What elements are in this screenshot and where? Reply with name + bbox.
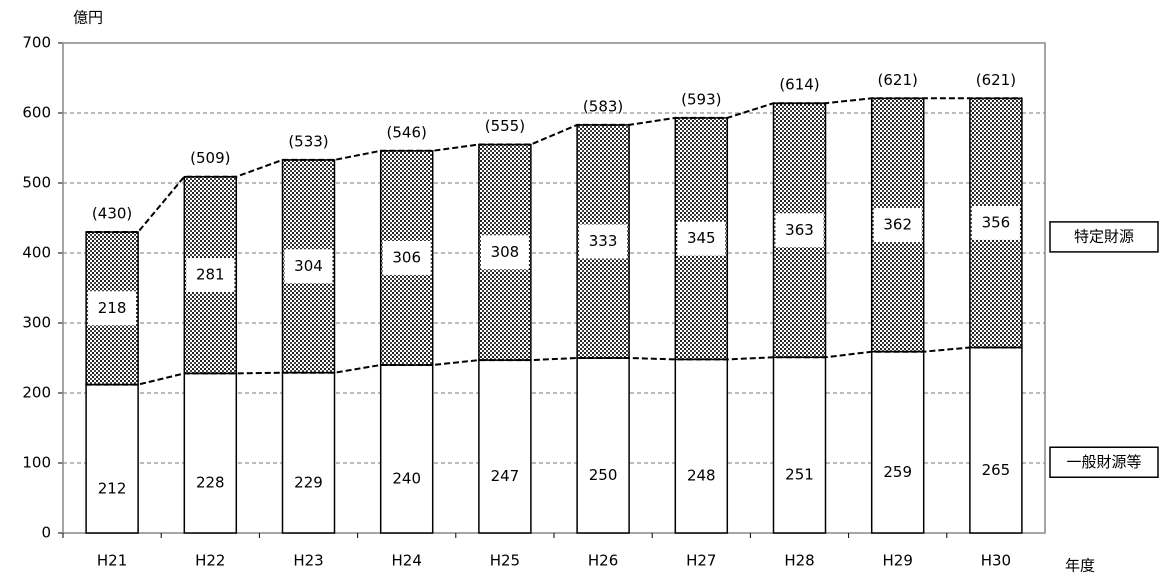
x-tick-label: H22	[195, 552, 225, 570]
total-label: (509)	[190, 149, 230, 167]
value-label-bg	[382, 462, 431, 496]
x-tick-label: H21	[97, 552, 127, 570]
bar-segment	[379, 364, 434, 534]
x-tick-label: H28	[784, 552, 814, 570]
value-label: 306	[392, 248, 421, 266]
x-axis-title: 年度	[1065, 557, 1095, 575]
value-label: 304	[294, 257, 323, 275]
value-label: 248	[687, 467, 716, 485]
legend-label: 一般財源等	[1066, 453, 1141, 471]
connector-line	[86, 346, 1022, 386]
value-label: 218	[98, 299, 127, 317]
total-label: (621)	[878, 71, 918, 89]
x-tick-label: H26	[588, 552, 618, 570]
x-tick-label: H27	[686, 552, 716, 570]
total-label: (555)	[485, 117, 525, 135]
value-label-bg	[971, 453, 1020, 488]
value-label-bg	[382, 240, 431, 275]
value-label: 308	[491, 243, 520, 261]
bar-segment	[85, 383, 139, 534]
x-tick-label: H30	[981, 552, 1011, 570]
bar-segment	[870, 350, 925, 534]
value-label-bg	[480, 235, 529, 270]
y-tick-label: 700	[22, 34, 51, 52]
y-tick-label: 300	[22, 314, 51, 332]
y-tick-label: 600	[22, 104, 51, 122]
value-label: 281	[196, 266, 225, 284]
legend-box	[1049, 221, 1159, 253]
bar-segment	[969, 346, 1023, 534]
total-label: (621)	[976, 71, 1016, 89]
connector-line	[86, 97, 1022, 233]
value-label: 265	[982, 461, 1011, 479]
total-label: (593)	[681, 90, 721, 108]
value-label-bg	[775, 213, 824, 248]
value-label: 240	[392, 470, 421, 488]
bar-segment	[674, 358, 729, 534]
value-label-bg	[677, 221, 726, 256]
bar-segment	[183, 372, 238, 534]
value-label-bg	[873, 208, 922, 242]
value-label-bg	[480, 459, 529, 494]
x-tick-label: H25	[490, 552, 520, 570]
value-label-bg	[88, 471, 137, 506]
value-label-bg	[579, 458, 628, 493]
y-tick-label: 0	[41, 524, 51, 542]
total-label: (583)	[583, 97, 623, 115]
value-label: 250	[589, 466, 618, 484]
value-label: 228	[196, 474, 225, 492]
value-label: 333	[589, 232, 618, 250]
total-label: (546)	[387, 123, 427, 141]
y-axis-title: 億円	[73, 9, 103, 27]
x-tick-label: H23	[293, 552, 323, 570]
y-tick-label: 200	[22, 384, 51, 402]
x-tick-label: H29	[883, 552, 913, 570]
value-label: 229	[294, 473, 323, 491]
value-label: 345	[687, 229, 716, 247]
x-tick-label: H24	[392, 552, 422, 570]
legend-label: 特定財源	[1074, 227, 1134, 245]
y-tick-label: 100	[22, 454, 51, 472]
value-label-bg	[284, 249, 333, 284]
value-label: 259	[883, 463, 912, 481]
value-label: 356	[982, 213, 1011, 231]
value-label-bg	[579, 224, 628, 259]
value-label-bg	[775, 458, 824, 493]
total-label: (430)	[92, 205, 132, 223]
value-label-bg	[677, 459, 726, 494]
bar-segment	[772, 356, 827, 534]
value-label: 362	[883, 216, 912, 234]
value-label: 247	[491, 467, 520, 485]
y-tick-label: 500	[22, 174, 51, 192]
bar-segment	[478, 359, 532, 534]
total-label: (614)	[779, 76, 819, 94]
legend-box	[1049, 446, 1159, 478]
value-label-bg	[88, 291, 137, 326]
bar-segment	[576, 357, 630, 534]
value-label-bg	[186, 258, 235, 293]
value-label: 363	[785, 221, 814, 239]
total-label: (533)	[288, 132, 328, 150]
value-label-bg	[284, 465, 333, 500]
bar-segment	[281, 371, 336, 534]
y-tick-label: 400	[22, 244, 51, 262]
value-label-bg	[186, 466, 235, 501]
value-label: 251	[785, 466, 814, 484]
value-label-bg	[873, 455, 922, 490]
value-label-bg	[971, 205, 1020, 240]
value-label: 212	[98, 479, 127, 497]
